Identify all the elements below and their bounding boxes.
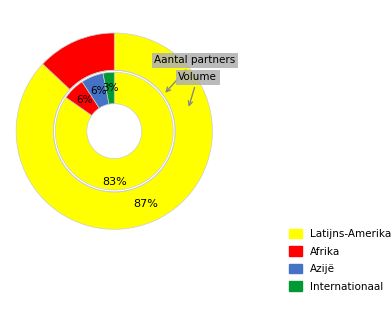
Wedge shape [103,72,114,104]
Text: 3%: 3% [102,83,118,93]
Text: Volume: Volume [178,72,217,105]
Wedge shape [43,33,114,90]
Text: 83%: 83% [102,177,127,187]
Legend: Latijns-Amerika, Afrika, Azijë, Internationaal: Latijns-Amerika, Afrika, Azijë, Internat… [285,225,391,296]
Wedge shape [82,73,109,108]
Wedge shape [56,72,173,190]
Text: 6%: 6% [90,86,106,96]
Wedge shape [16,33,212,229]
Text: 87%: 87% [133,199,158,209]
Text: Aantal partners: Aantal partners [154,55,235,92]
Text: 6%: 6% [76,95,93,105]
Wedge shape [66,82,99,116]
